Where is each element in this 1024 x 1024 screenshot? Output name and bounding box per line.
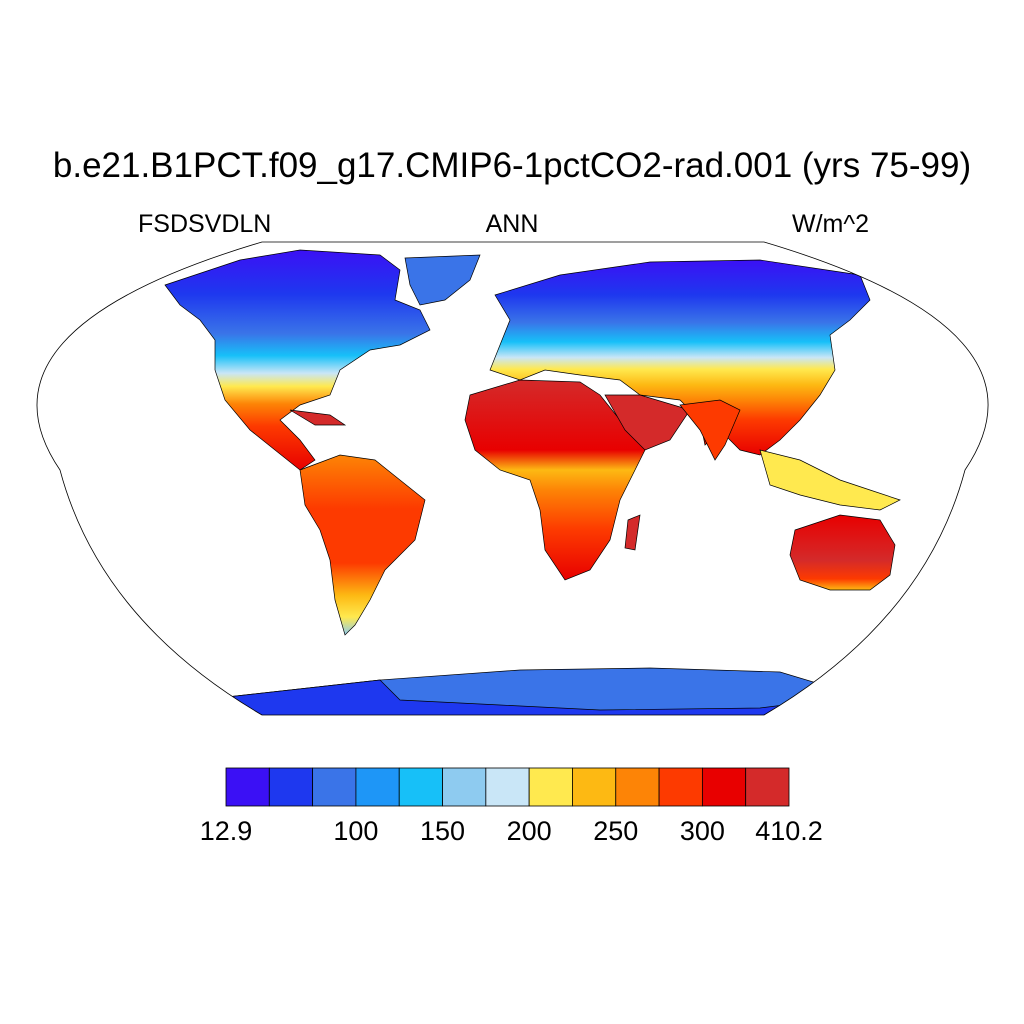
colorbar-swatch [225,767,270,807]
colorbar-swatch [312,767,357,807]
season-label: ANN [485,210,539,238]
plot-title: b.e21.B1PCT.f09_g17.CMIP6-1pctCO2-rad.00… [52,146,972,185]
colorbar-swatch [442,767,487,807]
southeast-asia-region [759,449,901,511]
colorbar-swatch [398,767,443,807]
units-label: W/m^2 [792,210,870,238]
colorbar-tick-label: 250 [593,816,639,846]
colorbar-swatch [615,767,660,807]
south-america-region [299,454,426,636]
africa-region [464,379,651,581]
colorbar-swatch [701,767,747,807]
north-america-region [164,249,431,471]
caribbean-region [289,409,347,426]
colorbar-tick-label: 200 [506,816,552,846]
antarctica-edge [179,679,861,715]
colorbar-swatch [485,767,530,807]
arabia-region [604,394,691,451]
map-frame [36,241,989,716]
variable-label: FSDSVDLN [138,210,272,238]
india-region [679,399,741,461]
australia-region [789,514,896,591]
colorbar-tick-label: 300 [679,816,725,846]
greenland-region [404,254,481,306]
colorbar-tick-label: 410.2 [755,816,823,846]
colorbar-tick-label: 100 [333,816,379,846]
colorbar-tick-label: 150 [420,816,466,846]
eurasia-region [489,259,871,456]
madagascar-region [624,514,641,551]
colorbar-swatch [658,767,703,807]
colorbar-swatch [572,767,617,807]
colorbar-swatch [355,767,400,807]
colorbar-swatch [745,767,790,807]
colorbar-swatch [528,767,573,807]
colorbar-swatch [268,767,314,807]
colorbar-tick-label: 12.9 [199,816,253,846]
